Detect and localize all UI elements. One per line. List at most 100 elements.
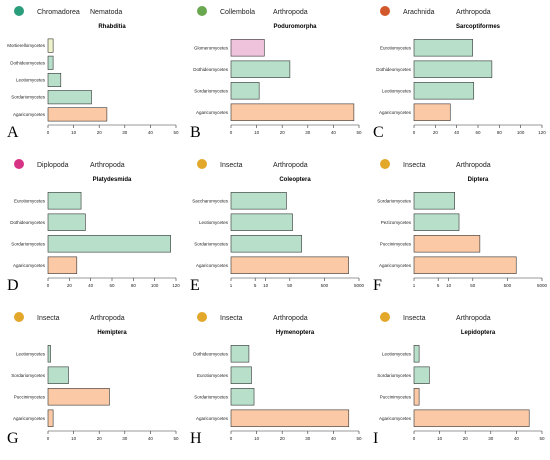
category-label: Puccinimycetes: [14, 394, 46, 399]
x-tick-label: 0: [47, 283, 50, 288]
taxon-phylum-label: Arthropoda: [273, 162, 308, 169]
bar-puccinimycetes: [413, 388, 420, 406]
bar-agaricomycetes: [413, 409, 530, 427]
x-tick-label: 50: [356, 436, 362, 441]
category-label: Puccinimycetes: [380, 394, 412, 399]
taxon-dot-icon: [14, 6, 24, 16]
taxon-dot-icon: [197, 6, 207, 16]
x-tick-label: 50: [173, 130, 179, 135]
bar-agaricomycetes: [230, 256, 349, 274]
x-tick-label: 50: [287, 283, 293, 288]
x-tick-label: 40: [331, 130, 337, 135]
chart-svg: Chromadorea Nematoda Rhabditia Mortierellom…: [7, 6, 179, 141]
x-tick-label: 0: [413, 436, 416, 441]
chart-svg: Collembola Arthropoda Poduromorpha Glomerom…: [190, 6, 362, 141]
bar-saccharomycetes: [230, 192, 287, 210]
bar-agaricomycetes: [413, 103, 451, 121]
x-tick-label: 0: [230, 130, 233, 135]
chart-panel-i: Insecta Arthropoda Lepidoptera Leotiomycete…: [366, 306, 549, 459]
category-label: Eurotiomycetes: [197, 373, 229, 378]
taxon-phylum-label: Arthropoda: [456, 9, 491, 16]
category-label: Sordariomycetes: [194, 394, 229, 399]
category-label: Sordariomycetes: [194, 241, 229, 246]
bar-sordariomycetes: [413, 366, 430, 384]
chart-svg: Insecta Arthropoda Hymenoptera Dothideomyce…: [190, 312, 362, 447]
x-tick-label: 100: [517, 130, 525, 135]
bar-sordariomycetes: [230, 388, 255, 406]
bar-pezizomycetes: [413, 213, 460, 231]
bar-leotiomycetes: [47, 72, 62, 88]
chart-svg: Insecta Arthropoda Hemiptera Leotiomycetes S…: [7, 312, 179, 447]
bar-sordariomycetes: [47, 235, 171, 253]
x-tick-label: 50: [356, 130, 362, 135]
taxon-dot-icon: [380, 6, 390, 16]
x-tick-label: 30: [305, 130, 311, 135]
category-label: Sordariomycetes: [11, 95, 46, 100]
taxon-class-label: Diplopoda: [37, 162, 69, 169]
panel-letter: C: [373, 124, 384, 141]
panel-letter: F: [373, 277, 382, 294]
category-label: Glomeromycetes: [194, 45, 229, 50]
bar-mortierellomycetes: [47, 38, 54, 53]
x-tick-label: 5: [254, 283, 257, 288]
x-tick-label: 40: [331, 436, 337, 441]
chart-title: Diptera: [468, 177, 489, 183]
x-tick-label: 20: [97, 436, 103, 441]
x-tick-label: 5000: [354, 283, 365, 288]
category-label: Agaricomycetes: [13, 112, 46, 117]
chart-title: Lepidoptera: [461, 330, 496, 336]
bar-eurotiomycetes: [413, 39, 473, 57]
x-tick-label: 30: [122, 130, 128, 135]
category-label: Leotiomycetes: [199, 220, 229, 225]
taxon-dot-icon: [14, 312, 24, 322]
x-tick-label: 60: [475, 130, 481, 135]
category-label: Dothideomycetes: [10, 220, 46, 225]
x-tick-label: 0: [47, 130, 50, 135]
x-tick-label: 0: [230, 436, 233, 441]
x-tick-label: 500: [321, 283, 329, 288]
chart-panel-f: Insecta Arthropoda Diptera Sordariomycetes P…: [366, 153, 549, 306]
category-label: Leotiomycetes: [16, 78, 46, 83]
bar-agaricomycetes: [230, 103, 355, 121]
taxon-phylum-label: Arthropoda: [456, 315, 491, 322]
taxon-phylum-label: Arthropoda: [273, 315, 308, 322]
category-label: Sordariomycetes: [377, 373, 412, 378]
chart-title: Poduromorpha: [274, 24, 318, 30]
x-tick-label: 50: [470, 283, 476, 288]
bar-dothideomycetes: [47, 213, 86, 231]
taxon-dot-icon: [380, 312, 390, 322]
bar-dothideomycetes: [230, 345, 250, 363]
x-tick-label: 20: [97, 130, 103, 135]
x-tick-label: 5: [437, 283, 440, 288]
bar-dothideomycetes: [47, 55, 54, 70]
x-tick-label: 10: [71, 130, 77, 135]
category-label: Dothideomycetes: [193, 351, 229, 356]
bar-dothideomycetes: [230, 60, 291, 78]
category-label: Dothideomycetes: [376, 67, 412, 72]
bar-agaricomycetes: [230, 409, 350, 427]
bar-agaricomycetes: [47, 409, 54, 427]
x-tick-label: 1: [230, 283, 233, 288]
x-tick-label: 20: [280, 130, 286, 135]
x-tick-label: 80: [497, 130, 503, 135]
taxon-class-label: Arachnida: [403, 9, 435, 16]
category-label: Leotiomycetes: [16, 351, 46, 356]
taxon-class-label: Chromadorea: [37, 9, 80, 16]
x-tick-label: 20: [67, 283, 73, 288]
chart-svg: Insecta Arthropoda Coleoptera Saccharomycet…: [190, 159, 365, 294]
taxon-phylum-label: Arthropoda: [90, 162, 125, 169]
chart-title: Rhabditia: [98, 24, 126, 30]
chart-panel-c: Arachnida Arthropoda Sarcoptiformes Eurotio…: [366, 0, 549, 153]
x-tick-label: 20: [433, 130, 439, 135]
chart-title: Sarcoptiformes: [456, 24, 501, 30]
x-tick-label: 40: [148, 130, 154, 135]
x-tick-label: 50: [539, 436, 545, 441]
x-tick-label: 5000: [537, 283, 548, 288]
category-label: Agaricomycetes: [196, 416, 229, 421]
bar-leotiomycetes: [47, 345, 51, 363]
category-label: Eurotiomycetes: [380, 45, 412, 50]
category-label: Agaricomycetes: [196, 110, 229, 115]
category-label: Agaricomycetes: [379, 416, 412, 421]
x-tick-label: 120: [538, 130, 546, 135]
